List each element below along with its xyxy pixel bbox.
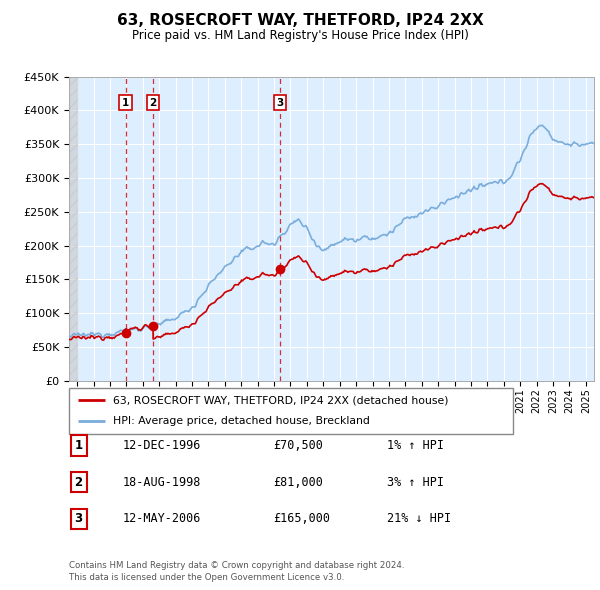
Text: 63, ROSECROFT WAY, THETFORD, IP24 2XX: 63, ROSECROFT WAY, THETFORD, IP24 2XX — [116, 13, 484, 28]
Text: HPI: Average price, detached house, Breckland: HPI: Average price, detached house, Brec… — [113, 416, 370, 426]
Text: 1: 1 — [122, 97, 129, 107]
Text: £81,000: £81,000 — [273, 476, 323, 489]
Text: 1: 1 — [74, 439, 83, 452]
Text: 3: 3 — [277, 97, 284, 107]
Text: 21% ↓ HPI: 21% ↓ HPI — [387, 512, 451, 525]
Text: Contains HM Land Registry data © Crown copyright and database right 2024.: Contains HM Land Registry data © Crown c… — [69, 560, 404, 570]
Text: 3% ↑ HPI: 3% ↑ HPI — [387, 476, 444, 489]
Text: 1% ↑ HPI: 1% ↑ HPI — [387, 439, 444, 452]
Text: 63, ROSECROFT WAY, THETFORD, IP24 2XX (detached house): 63, ROSECROFT WAY, THETFORD, IP24 2XX (d… — [113, 395, 449, 405]
Text: 2: 2 — [149, 97, 157, 107]
Text: 18-AUG-1998: 18-AUG-1998 — [123, 476, 202, 489]
Text: £70,500: £70,500 — [273, 439, 323, 452]
Bar — [69, 77, 77, 381]
Text: 12-DEC-1996: 12-DEC-1996 — [123, 439, 202, 452]
Text: Price paid vs. HM Land Registry's House Price Index (HPI): Price paid vs. HM Land Registry's House … — [131, 29, 469, 42]
Text: 2: 2 — [74, 476, 83, 489]
Text: £165,000: £165,000 — [273, 512, 330, 525]
Text: This data is licensed under the Open Government Licence v3.0.: This data is licensed under the Open Gov… — [69, 572, 344, 582]
Text: 12-MAY-2006: 12-MAY-2006 — [123, 512, 202, 525]
Text: 3: 3 — [74, 512, 83, 525]
